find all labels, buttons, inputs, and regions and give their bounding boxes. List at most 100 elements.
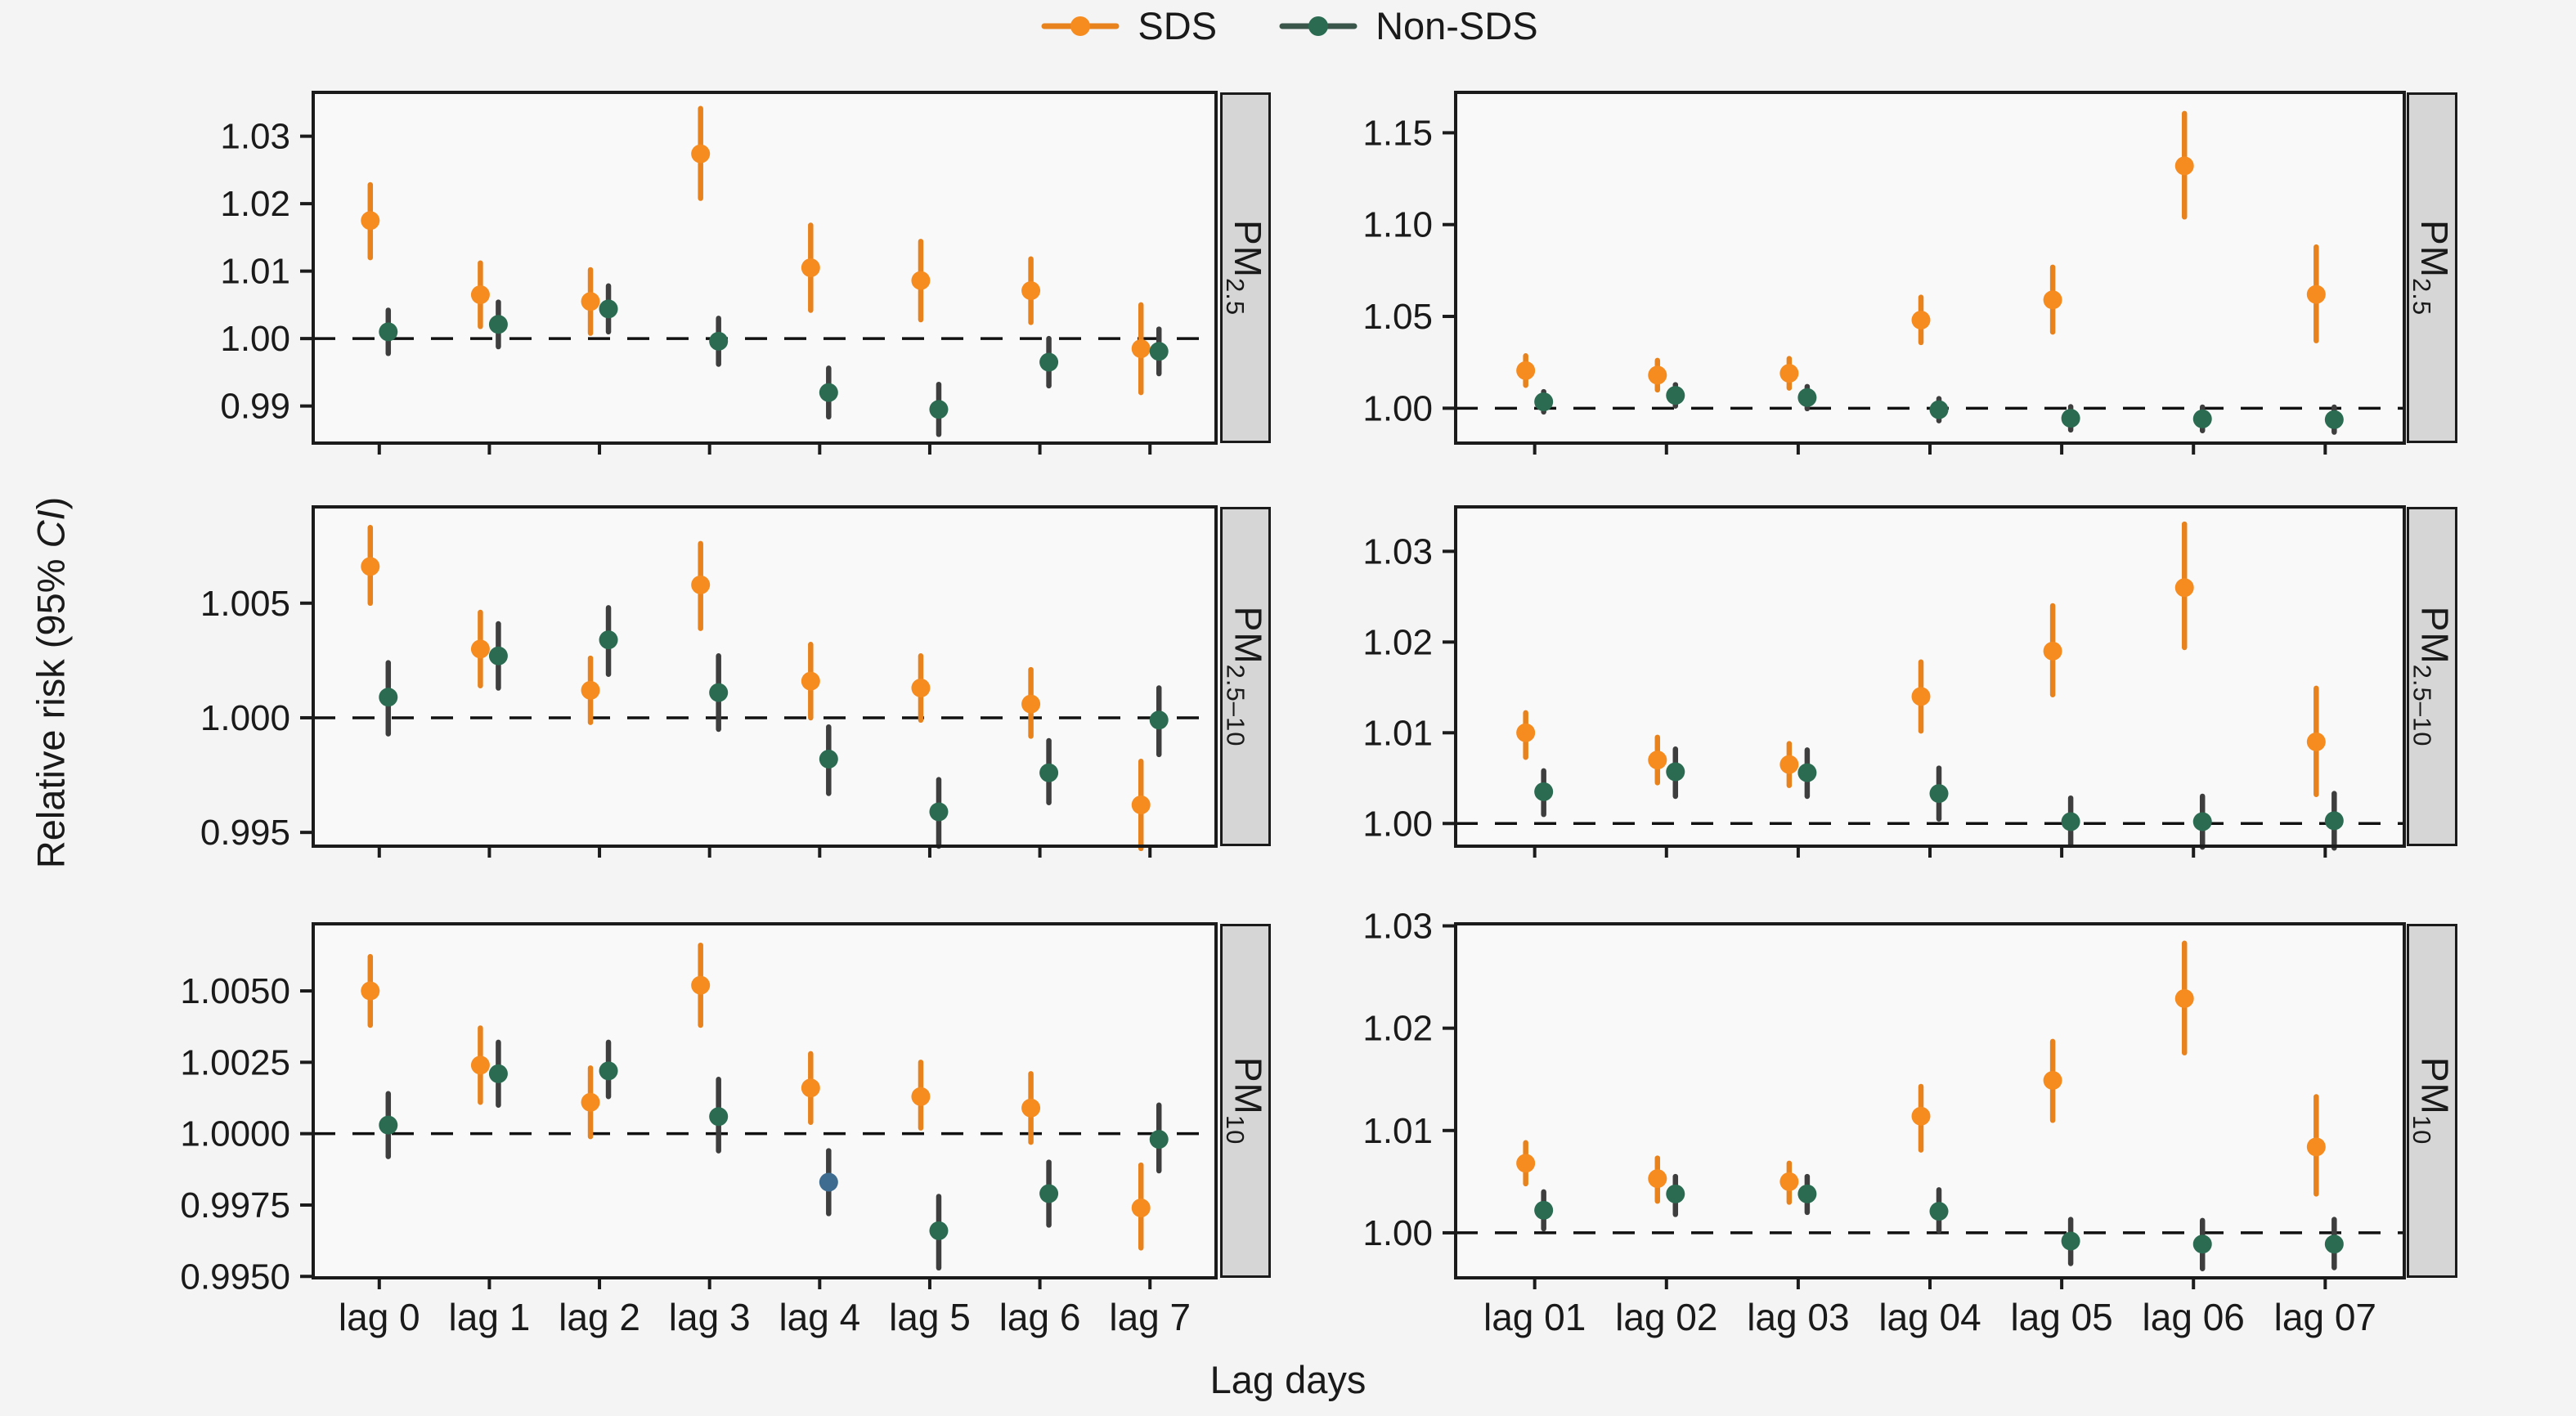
point-non-sds-lag3 [709, 1107, 729, 1127]
y-axis-title-italic: CI [29, 509, 73, 549]
x-tick-label: lag 04 [1878, 1296, 1981, 1338]
strip-pm25-right: PM2.5 [2407, 92, 2457, 443]
point-non-sds-lag07 [2324, 410, 2344, 429]
strip-label-pm25-10-left: PM2.5–10 [1221, 606, 1270, 747]
strip-label-pm25-10-right: PM2.5–10 [2408, 606, 2457, 747]
point-non-sds-lag5 [929, 1221, 949, 1240]
point-non-sds-lag4 [819, 383, 838, 402]
y-tick-label: 1.01 [1362, 1111, 1433, 1151]
point-sds-lag2 [581, 1092, 600, 1112]
point-sds-lag05 [2043, 1070, 2062, 1090]
panel-pm25-right: 1.00 1.05 1.10 1.15 [1362, 91, 2406, 455]
legend-label-nonsds: Non-SDS [1376, 4, 1538, 47]
point-sds-lag03 [1779, 1172, 1799, 1191]
x-tick-label: lag 2 [559, 1296, 640, 1338]
point-sds-lag5 [911, 679, 931, 698]
point-non-sds-lag02 [1666, 386, 1685, 406]
point-non-sds-lag06 [2192, 409, 2212, 428]
point-non-sds-lag5 [929, 400, 949, 419]
x-tick-label: lag 5 [889, 1296, 971, 1338]
point-non-sds-lag6 [1039, 1184, 1059, 1203]
y-tick-label: 1.10 [1362, 205, 1433, 245]
x-tick-label: lag 3 [669, 1296, 751, 1338]
point-non-sds-lag02 [1666, 1184, 1685, 1203]
y-tick-label: 1.02 [1362, 622, 1433, 662]
panel-pm25-10-right: 1.00 1.01 1.02 1.03 [1362, 505, 2406, 858]
point-sds-lag07 [2306, 1137, 2326, 1157]
panel-pm25-10-left: 0.995 1.000 1.005 [200, 505, 1218, 858]
strip-pm25-10-right: PM2.5–10 [2407, 507, 2457, 846]
y-tick-label: 1.03 [1362, 531, 1433, 571]
point-non-sds-lag01 [1534, 1200, 1554, 1220]
x-tick-label: lag 06 [2143, 1296, 2245, 1338]
strip-pm10-left: PM10 [1220, 924, 1271, 1278]
panel-bg-pm25-right [1456, 92, 2404, 443]
point-non-sds-lag02 [1666, 762, 1685, 782]
x-tick-label: lag 03 [1747, 1296, 1849, 1338]
strip-pm25-10-left: PM2.5–10 [1220, 507, 1271, 846]
nonsds-key-icon [1279, 16, 1358, 36]
point-sds-lag01 [1516, 361, 1536, 380]
point-sds-lag7 [1131, 795, 1151, 815]
y-tick-label: 1.15 [1362, 113, 1433, 153]
y-tick-label: 0.995 [200, 813, 290, 853]
strip-label-pm25-right: PM2.5 [2408, 219, 2457, 316]
panel-bg-pm10-right [1456, 924, 2404, 1278]
point-non-sds-lag04 [1929, 400, 1949, 419]
y-tick-label: 1.00 [1362, 1213, 1433, 1253]
point-non-sds-lag2 [599, 299, 618, 319]
y-tick-label: 1.005 [200, 584, 290, 624]
point-non-sds-lag1 [488, 646, 508, 665]
panel-pm10-left: 0.9950 0.9975 1.0000 1.0025 1.0050 lag 0 lag 1… [180, 922, 1218, 1338]
point-sds-lag04 [1911, 1106, 1931, 1126]
strip-label-pm25-left: PM2.5 [1221, 219, 1270, 316]
point-sds-lag0 [361, 981, 380, 1001]
point-non-sds-lag2 [599, 630, 618, 650]
point-sds-lag5 [911, 1087, 931, 1106]
panel-border-pm10-left [312, 922, 1218, 1279]
panel-border-pm25-10-left [312, 505, 1218, 848]
y-tick-label: 1.01 [1362, 713, 1433, 753]
y-tick-label: 0.9950 [180, 1257, 290, 1297]
panel-border-pm25-left [312, 91, 1218, 445]
y-tick-label: 1.0000 [180, 1114, 290, 1154]
point-non-sds-lag06 [2192, 1235, 2212, 1254]
point-sds-lag2 [581, 292, 600, 311]
strip-label-pm10-right: PM10 [2408, 1056, 2457, 1145]
point-sds-lag4 [801, 671, 820, 691]
point-non-sds-lag07 [2324, 1235, 2344, 1254]
panel-pm25-left: 0.99 1.00 1.01 1.02 1.03 [220, 91, 1218, 455]
point-non-sds-lag2 [599, 1061, 618, 1081]
point-non-sds-lag05 [2061, 1231, 2080, 1251]
y-tick-label: 1.0050 [180, 971, 290, 1011]
y-tick-label: 1.02 [220, 184, 290, 224]
point-non-sds-lag3 [709, 683, 729, 702]
point-non-sds-lag7 [1149, 342, 1169, 361]
point-sds-lag06 [2174, 156, 2194, 176]
legend-label-sds: SDS [1138, 4, 1218, 47]
x-tick-label: lag 01 [1483, 1296, 1586, 1338]
y-tick-label: 1.03 [1362, 907, 1433, 947]
point-sds-lag06 [2174, 988, 2194, 1008]
x-tick-label: lag 4 [779, 1296, 860, 1338]
panel-pm10-right: 1.00 1.01 1.02 1.03 lag 01 lag 02 lag 03 lag 04… [1362, 907, 2406, 1338]
y-tick-label: 1.0025 [180, 1042, 290, 1082]
point-sds-lag6 [1021, 281, 1041, 301]
point-sds-lag02 [1648, 1169, 1667, 1189]
point-sds-lag02 [1648, 365, 1667, 385]
point-non-sds-lag7 [1149, 1130, 1169, 1149]
point-sds-lag3 [691, 144, 711, 164]
point-non-sds-lag0 [379, 322, 398, 342]
y-tick-label: 1.03 [220, 117, 290, 157]
point-sds-lag3 [691, 975, 711, 995]
point-non-sds-lag04 [1929, 1202, 1949, 1221]
point-sds-lag03 [1779, 364, 1799, 383]
y-tick-label: 1.01 [220, 252, 290, 292]
x-axis-title: Lag days [1209, 1358, 1367, 1401]
point-sds-lag6 [1021, 1098, 1041, 1118]
point-sds-lag6 [1021, 694, 1041, 714]
y-tick-label: 1.000 [200, 698, 290, 738]
point-sds-lag3 [691, 575, 711, 594]
point-sds-lag04 [1911, 687, 1931, 706]
point-non-sds-lag07 [2324, 811, 2344, 831]
